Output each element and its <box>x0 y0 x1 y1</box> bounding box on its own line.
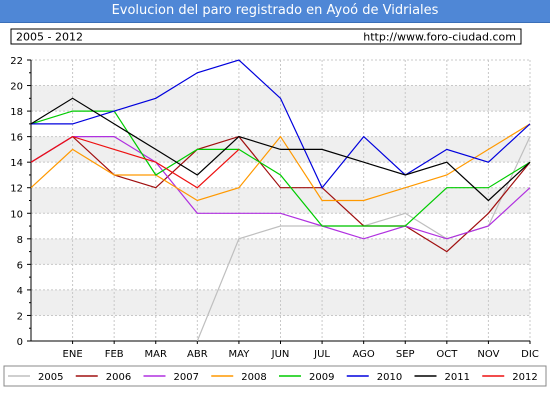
axes: 0 2 4 6 8 10 12 14 16 18 20 22 ENE FEB MAR ABR MAY JUN JUL… <box>10 56 539 360</box>
grid-band <box>31 289 530 316</box>
subtitle-url: http://www.foro-ciudad.com <box>363 31 516 44</box>
x-tick-label: AGO <box>353 349 375 360</box>
y-tick-label: 10 <box>10 209 23 220</box>
chart-title: Evolucion del paro registrado en Ayoó de… <box>111 3 439 18</box>
x-tick-label: SEP <box>396 349 415 360</box>
x-tick-label: JUL <box>313 349 330 360</box>
x-tick-label: ENE <box>63 349 83 360</box>
subtitle-box <box>10 28 522 45</box>
legend-box <box>3 365 547 387</box>
legend: 2005 2006 2007 2008 2009 2010 2011 2012 <box>3 365 547 387</box>
y-tick-label: 4 <box>17 286 23 297</box>
y-tick-label: 18 <box>10 107 23 118</box>
x-tick-label: FEB <box>105 349 124 360</box>
x-tick-label: JUN <box>271 349 290 360</box>
y-tick-label: 12 <box>10 184 23 195</box>
y-tick-label: 16 <box>10 133 23 144</box>
title-bar: Evolucion del paro registrado en Ayoó de… <box>0 0 550 23</box>
legend-label: 2011 <box>445 372 470 383</box>
series-line-2008 <box>30 123 531 202</box>
legend-label: 2006 <box>106 372 131 383</box>
x-tick-label: ABR <box>187 349 208 360</box>
series-line-2007 <box>30 136 531 240</box>
x-tick-label: MAR <box>145 349 167 360</box>
series-line-2010 <box>31 59 531 189</box>
series-line-2011 <box>30 97 531 202</box>
x-tick-label: MAY <box>229 349 251 360</box>
legend-label: 2007 <box>174 372 199 383</box>
legend-label: 2008 <box>241 372 266 383</box>
subtitle-years: 2005 - 2012 <box>16 31 83 44</box>
y-tick-label: 20 <box>10 82 23 93</box>
legend-label: 2005 <box>38 372 63 383</box>
legend-label: 2010 <box>377 372 402 383</box>
series-lines <box>30 59 531 342</box>
y-tick-label: 8 <box>17 235 23 246</box>
x-tick-label: OCT <box>436 349 458 360</box>
x-tick-label: DIC <box>521 349 539 360</box>
y-tick-label: 22 <box>10 56 23 67</box>
y-tick-label: 0 <box>17 337 23 348</box>
y-tick-label: 2 <box>17 311 23 322</box>
series-line-2012 <box>30 135 240 189</box>
x-tick-label: NOV <box>477 349 499 360</box>
legend-label: 2012 <box>512 372 537 383</box>
legend-label: 2009 <box>309 372 334 383</box>
y-tick-label: 6 <box>17 260 23 271</box>
y-tick-label: 14 <box>10 158 23 169</box>
